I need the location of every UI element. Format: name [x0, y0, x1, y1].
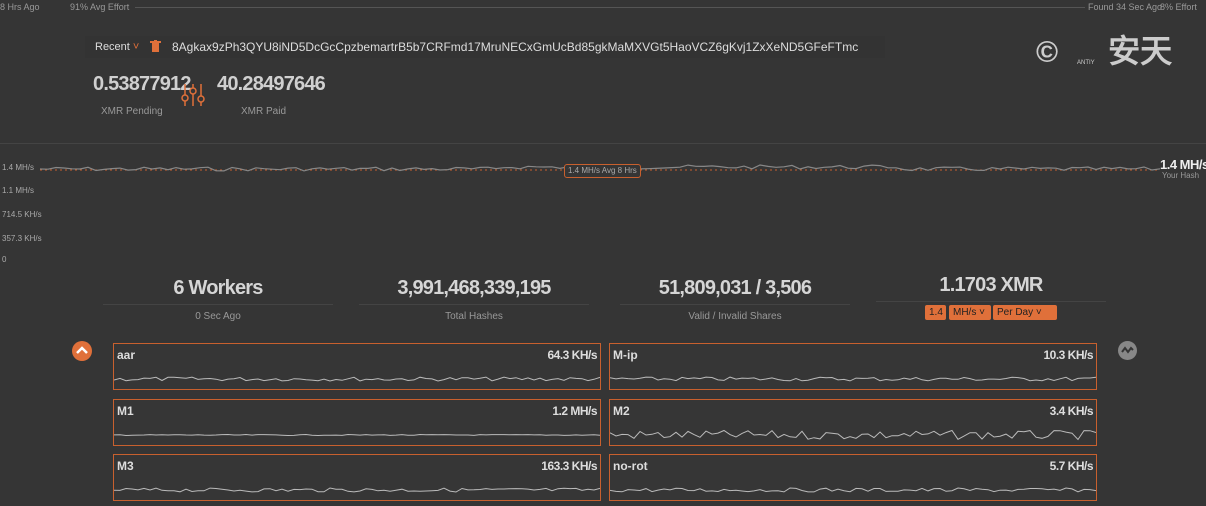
worker-name: M-ip: [613, 348, 638, 362]
worker-name: M1: [117, 403, 134, 418]
y-label: 714.5 KH/s: [2, 210, 42, 219]
worker-card: M1 1.2 MH/s: [113, 398, 601, 446]
avg-label: 1.4 MH/s Avg 8 Hrs: [564, 164, 641, 178]
sparkline: [114, 433, 600, 436]
pending-value: 0.53877912: [93, 73, 191, 95]
recent-label: Recent: [95, 41, 130, 53]
worker-name: aar: [117, 348, 136, 362]
worker-rate: 3.4 KH/s: [1049, 403, 1094, 418]
stat-label: 0 Sec Ago: [195, 311, 241, 322]
sparkline: [610, 376, 1096, 382]
worker-card: M-ip 10.3 KH/s: [609, 343, 1097, 390]
worker-card: aar 64.3 KH/s: [113, 343, 601, 390]
stat-value: 6 Workers: [103, 277, 333, 305]
y-label: 357.3 KH/s: [2, 234, 42, 243]
worker-rate: 64.3 KH/s: [547, 348, 597, 362]
period-label: Per Day: [997, 307, 1034, 318]
stat-value: 51,809,031 / 3,506: [620, 277, 850, 305]
stat-hashes: 3,991,468,339,195 Total Hashes: [359, 277, 589, 322]
sparkline: [610, 429, 1096, 440]
sparkline: [610, 487, 1096, 493]
settings-icon[interactable]: [180, 82, 206, 108]
recent-dropdown[interactable]: Recent ˅: [95, 41, 139, 53]
worker-rate: 1.2 MH/s: [552, 403, 597, 418]
sparkline-path: [610, 429, 1096, 440]
found-time: Found 34 Sec Ago: [1088, 2, 1163, 12]
trash-icon[interactable]: [150, 40, 161, 52]
sparkline-path: [114, 487, 600, 493]
worker-card: M3 163.3 KH/s: [113, 454, 601, 501]
stat-workers: 6 Workers 0 Sec Ago: [103, 277, 333, 322]
top-left-time: 8 Hrs Ago: [0, 2, 40, 12]
stat-label: Valid / Invalid Shares: [688, 311, 782, 322]
wallet-address: 8Agkax9zPh3QYU8iND5DcGcCpzbemartrB5b7CRF…: [172, 40, 859, 54]
worker-rate: 10.3 KH/s: [1043, 348, 1093, 362]
avg-effort: 91% Avg Effort: [70, 2, 130, 12]
watermark: © 安天: [1036, 33, 1173, 69]
effort: 8% Effort: [1160, 2, 1197, 12]
y-label: 0: [2, 255, 7, 264]
watermark-text: 安天: [1108, 33, 1173, 69]
divider: [0, 143, 1206, 144]
worker-rate: 163.3 KH/s: [541, 459, 597, 473]
sparkline: [114, 487, 600, 493]
stat-label: Total Hashes: [445, 311, 503, 322]
sparkline-path: [610, 376, 1096, 382]
stat-value: 1.1703 XMR: [876, 274, 1106, 302]
sparkline: [114, 376, 600, 382]
paid-value: 40.28497646: [217, 73, 326, 95]
stat-shares: 51,809,031 / 3,506 Valid / Invalid Shares: [620, 277, 850, 322]
sparkline-path: [610, 487, 1096, 493]
sparkline-path: [114, 433, 600, 436]
worker-card: M2 3.4 KH/s: [609, 398, 1097, 446]
paid-label: XMR Paid: [241, 106, 287, 117]
worker-name: M3: [117, 459, 134, 473]
stat-value: 3,991,468,339,195: [359, 277, 589, 305]
sparkline-path: [114, 376, 600, 382]
collapse-button[interactable]: [71, 340, 93, 362]
timeline: [135, 7, 1085, 8]
period-select[interactable]: Per Day ˅: [993, 305, 1057, 320]
unit-label: MH/s: [953, 307, 977, 318]
address-bar: [85, 36, 885, 58]
y-label: 1.1 MH/s: [2, 186, 35, 195]
y-label: 1.4 MH/s: [2, 163, 35, 172]
worker-rate: 5.7 KH/s: [1049, 459, 1094, 473]
caret: ˅: [129, 41, 140, 53]
hash-input[interactable]: 1.4: [925, 305, 946, 320]
worker-card: no-rot 5.7 KH/s: [609, 454, 1097, 501]
worker-name: M2: [613, 403, 630, 418]
worker-name: no-rot: [613, 459, 648, 473]
stat-earnings: 1.1703 XMR: [876, 274, 1106, 302]
current-hash-label: Your Hash: [1162, 171, 1200, 180]
pending-label: XMR Pending: [101, 106, 163, 117]
current-hash: 1.4 MH/s: [1160, 157, 1206, 172]
refresh-button[interactable]: [1117, 340, 1138, 361]
unit-select[interactable]: MH/s ˅: [949, 305, 991, 320]
watermark-sub: ANTIY: [1077, 60, 1095, 66]
